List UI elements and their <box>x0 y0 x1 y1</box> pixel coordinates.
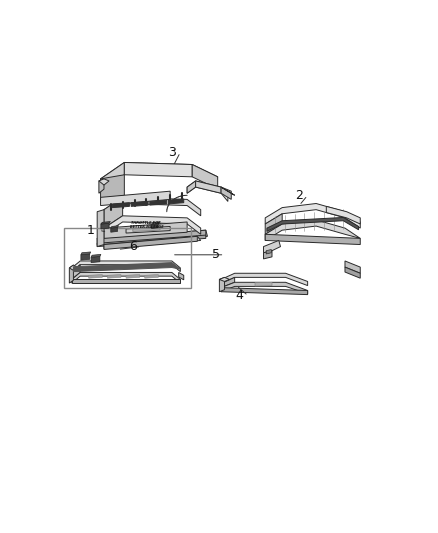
Polygon shape <box>72 279 180 283</box>
Polygon shape <box>104 236 197 249</box>
Polygon shape <box>221 187 231 199</box>
Polygon shape <box>88 274 102 278</box>
Polygon shape <box>221 273 307 286</box>
Polygon shape <box>104 216 201 235</box>
Polygon shape <box>104 236 201 248</box>
Polygon shape <box>179 272 184 280</box>
Polygon shape <box>152 224 158 229</box>
Text: 6: 6 <box>129 240 137 253</box>
Polygon shape <box>81 252 91 255</box>
Polygon shape <box>265 214 282 235</box>
Polygon shape <box>72 272 180 283</box>
Polygon shape <box>72 265 80 279</box>
Polygon shape <box>133 228 160 231</box>
Polygon shape <box>97 209 104 247</box>
Polygon shape <box>101 191 170 206</box>
Polygon shape <box>69 265 77 270</box>
Text: 2: 2 <box>295 189 303 202</box>
Polygon shape <box>219 277 230 281</box>
Polygon shape <box>101 175 124 199</box>
Text: 4: 4 <box>236 289 244 302</box>
Polygon shape <box>104 197 123 228</box>
Text: 5: 5 <box>212 248 220 261</box>
Polygon shape <box>192 165 218 189</box>
Polygon shape <box>221 282 307 294</box>
Polygon shape <box>345 261 360 273</box>
Text: 1: 1 <box>86 224 94 237</box>
Polygon shape <box>81 254 90 260</box>
Polygon shape <box>91 254 101 257</box>
Polygon shape <box>187 181 228 201</box>
Polygon shape <box>255 282 272 286</box>
Polygon shape <box>101 223 109 229</box>
Polygon shape <box>221 277 235 288</box>
Polygon shape <box>97 235 206 247</box>
Bar <box>64 228 191 288</box>
Polygon shape <box>266 249 271 254</box>
Polygon shape <box>152 222 159 224</box>
Polygon shape <box>97 230 208 245</box>
Polygon shape <box>69 265 74 283</box>
Polygon shape <box>150 200 167 205</box>
Polygon shape <box>101 163 218 185</box>
Polygon shape <box>265 220 360 240</box>
Polygon shape <box>111 225 119 228</box>
Polygon shape <box>97 230 206 245</box>
Polygon shape <box>111 227 117 232</box>
Polygon shape <box>264 251 272 259</box>
Text: THROTTLE FOR
BETTER MILEAGE: THROTTLE FOR BETTER MILEAGE <box>130 221 163 229</box>
Polygon shape <box>169 199 184 204</box>
Polygon shape <box>265 204 360 228</box>
Polygon shape <box>104 222 187 238</box>
Text: 3: 3 <box>168 146 176 159</box>
Polygon shape <box>99 179 109 185</box>
Polygon shape <box>124 163 192 177</box>
Polygon shape <box>101 222 110 224</box>
Polygon shape <box>267 217 359 231</box>
Polygon shape <box>91 256 100 263</box>
Polygon shape <box>131 201 148 206</box>
Polygon shape <box>345 267 360 278</box>
Polygon shape <box>326 206 360 224</box>
Polygon shape <box>196 181 221 193</box>
Polygon shape <box>265 235 360 245</box>
Polygon shape <box>99 179 104 193</box>
Polygon shape <box>187 181 196 193</box>
Polygon shape <box>219 277 224 292</box>
Polygon shape <box>126 274 140 278</box>
Polygon shape <box>221 187 235 195</box>
Polygon shape <box>113 203 130 207</box>
Polygon shape <box>74 263 180 272</box>
Polygon shape <box>126 227 170 233</box>
Polygon shape <box>72 261 180 272</box>
Polygon shape <box>107 274 121 278</box>
Polygon shape <box>104 197 201 216</box>
Polygon shape <box>145 274 158 278</box>
Polygon shape <box>101 163 124 191</box>
Polygon shape <box>264 240 280 253</box>
Polygon shape <box>221 288 307 295</box>
